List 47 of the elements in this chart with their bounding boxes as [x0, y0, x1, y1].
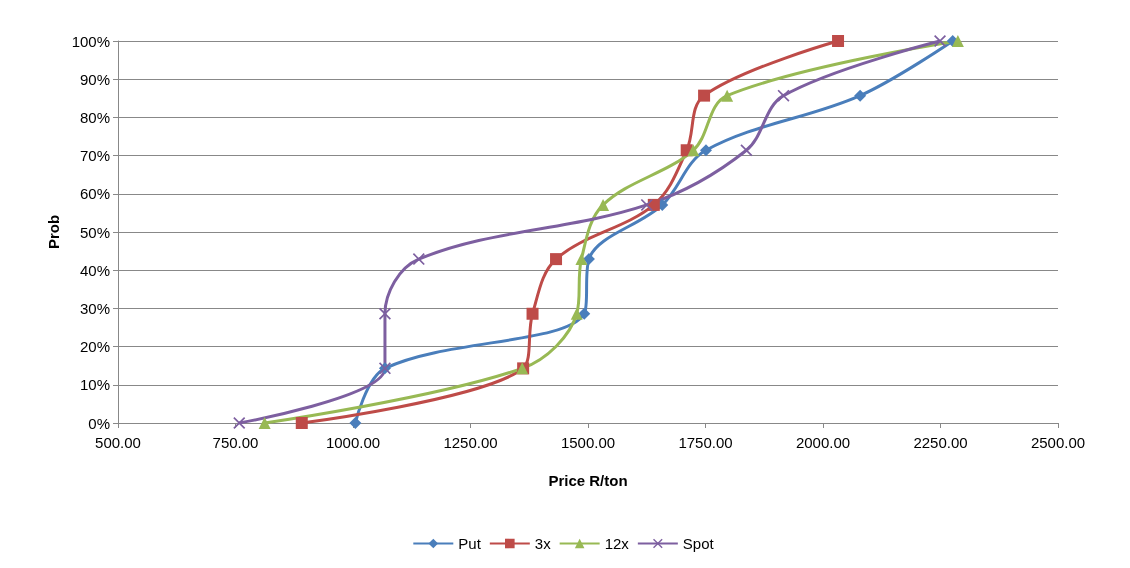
- y-tick-label: 60%: [79, 185, 110, 203]
- y-tick-label: 20%: [79, 338, 110, 356]
- y-tick-label: 30%: [79, 299, 110, 317]
- x-axis-title: Price R/ton: [548, 472, 628, 489]
- point: [699, 144, 712, 157]
- legend-label: Put: [458, 535, 482, 552]
- x-tick-label: 500.00: [95, 434, 141, 451]
- y-tick-label: 100%: [71, 32, 110, 50]
- point: [698, 89, 711, 102]
- y-tick-label: 10%: [79, 376, 110, 394]
- y-tick-label: 40%: [79, 261, 110, 279]
- x-tick-label: 1750.00: [678, 434, 733, 451]
- point: [570, 307, 583, 320]
- x-tick-label: 1500.00: [560, 434, 616, 451]
- point: [687, 144, 700, 157]
- legend-label: Spot: [682, 535, 715, 552]
- y-tick-label: 70%: [79, 147, 110, 165]
- x-tick-label: 2000.00: [795, 434, 851, 451]
- point: [597, 198, 610, 211]
- y-axis-title: Prob: [44, 214, 62, 250]
- x-tick-label: 2500.00: [1030, 434, 1086, 451]
- x-tick-label: 750.00: [212, 434, 259, 451]
- point: [951, 35, 964, 47]
- point: [295, 417, 308, 429]
- point: [526, 307, 539, 320]
- point: [412, 253, 425, 266]
- point: [575, 253, 588, 266]
- y-tick-label: 0%: [88, 414, 110, 432]
- x-tick-label: 2250.00: [913, 434, 968, 451]
- point: [777, 89, 790, 102]
- point: [832, 35, 845, 47]
- point: [934, 35, 947, 47]
- legend-label: 12x: [604, 535, 630, 552]
- point: [550, 253, 563, 266]
- y-tick-label: 90%: [79, 70, 110, 88]
- point: [640, 198, 653, 211]
- x-tick-label: 1250.00: [443, 434, 498, 451]
- point: [349, 417, 362, 429]
- legend-label: 3x: [534, 535, 552, 552]
- y-tick-label: 50%: [79, 223, 110, 241]
- point: [854, 89, 867, 102]
- point: [258, 417, 271, 429]
- point: [233, 417, 246, 429]
- y-tick-label: 80%: [79, 108, 110, 126]
- point: [721, 89, 734, 102]
- x-tick-label: 1000.00: [325, 434, 381, 451]
- point: [740, 144, 753, 157]
